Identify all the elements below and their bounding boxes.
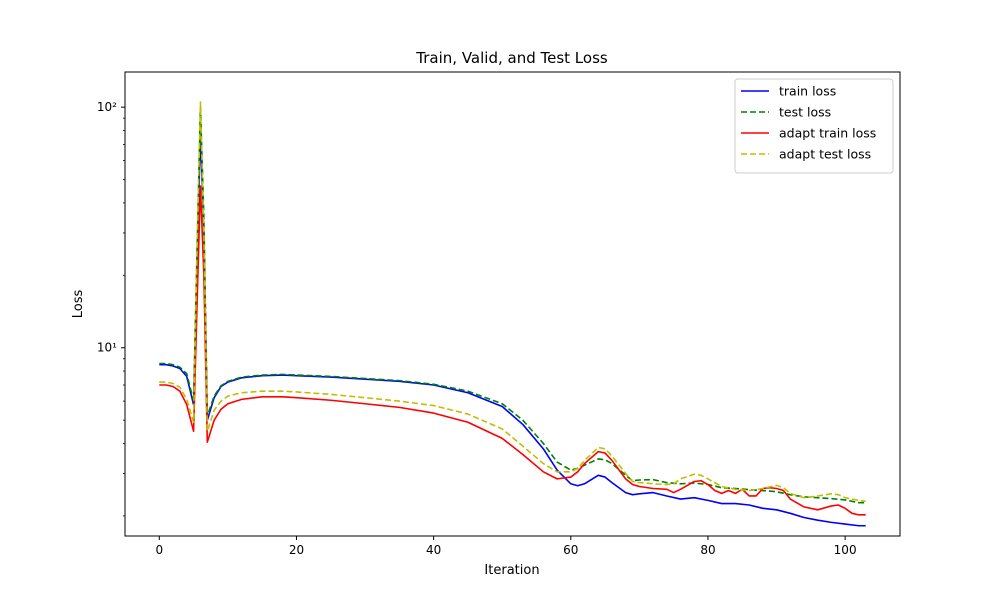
x-tick-label: 40 xyxy=(426,543,441,557)
x-tick-label: 100 xyxy=(834,543,857,557)
legend: train loss test loss adapt train loss adapt… xyxy=(734,78,894,174)
legend-label: train loss xyxy=(779,84,836,99)
x-tick-label: 0 xyxy=(155,543,163,557)
legend-label: test loss xyxy=(779,105,831,120)
legend-box xyxy=(734,78,894,174)
series-line-adapt-train-loss xyxy=(159,185,866,516)
y-axis: 10¹ 10² xyxy=(97,100,125,517)
x-axis-label: Iteration xyxy=(484,563,539,578)
y-tick-label: 10² xyxy=(97,100,117,114)
legend-label: adapt train loss xyxy=(779,126,876,141)
series-line-adapt-test-loss xyxy=(159,101,866,503)
x-tick-label: 80 xyxy=(700,543,715,557)
chart-title: Train, Valid, and Test Loss xyxy=(415,49,608,67)
x-tick-label: 60 xyxy=(563,543,578,557)
legend-label: adapt test loss xyxy=(779,147,871,162)
x-axis: 0 20 40 60 80 100 xyxy=(155,536,857,557)
series-line-train-loss xyxy=(159,129,866,527)
y-axis-label: Loss xyxy=(71,290,86,319)
y-tick-label: 10¹ xyxy=(97,341,117,355)
plot-area-frame xyxy=(124,71,901,537)
series-layer xyxy=(159,101,866,527)
x-tick-label: 20 xyxy=(289,543,304,557)
